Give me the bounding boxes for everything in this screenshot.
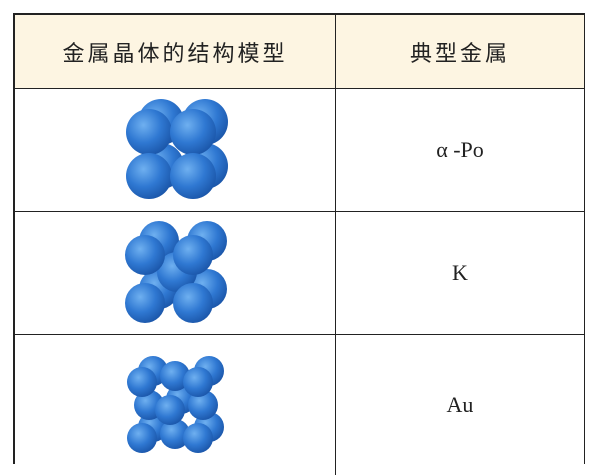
- model-sc: [126, 99, 228, 199]
- sphere: [127, 423, 157, 453]
- sphere: [126, 109, 172, 155]
- sphere: [127, 367, 157, 397]
- metal-cell: Au: [446, 392, 474, 417]
- table-row: Au: [15, 335, 584, 475]
- sphere: [125, 235, 165, 275]
- model-cell: [15, 89, 336, 211]
- header-row: 金属晶体的结构模型 典型金属: [15, 15, 584, 89]
- sphere: [183, 423, 213, 453]
- metal-cell: α -Po: [436, 137, 484, 162]
- sphere: [173, 235, 213, 275]
- sphere: [125, 283, 165, 323]
- sphere: [173, 283, 213, 323]
- sphere: [170, 153, 216, 199]
- model-fcc: [127, 356, 224, 453]
- sphere: [188, 390, 218, 420]
- sphere: [183, 367, 213, 397]
- page: 金属晶体的结构模型 典型金属 α -Po K Au (() => { const…: [13, 13, 585, 475]
- model-cell: [15, 335, 336, 475]
- sphere: [160, 419, 190, 449]
- sphere: [126, 153, 172, 199]
- model-bcc: [125, 221, 227, 323]
- header-cell: 金属晶体的结构模型: [15, 15, 336, 88]
- model-cell: [15, 212, 336, 334]
- table-row: α -Po: [15, 89, 584, 212]
- table-row: K: [15, 212, 584, 335]
- header-cell: 典型金属: [409, 40, 510, 66]
- table: 金属晶体的结构模型 典型金属 α -Po K Au: [13, 13, 585, 475]
- sphere: [160, 361, 190, 391]
- metal-cell: K: [452, 260, 468, 285]
- sphere: [155, 395, 185, 425]
- sphere: [170, 109, 216, 155]
